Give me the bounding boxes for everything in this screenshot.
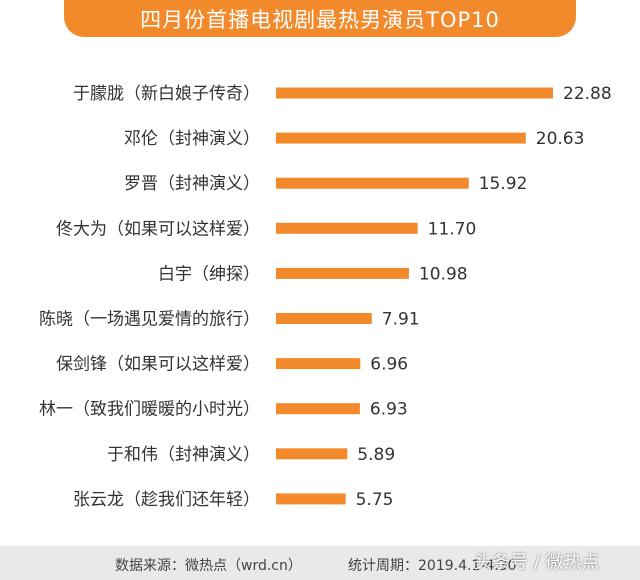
value-label: 5.89 [357, 445, 395, 465]
category-label: 于和伟（封神演义） [107, 445, 260, 465]
category-label: 张云龙（趁我们还年轻） [73, 490, 260, 510]
value-label: 11.70 [428, 219, 477, 239]
data-source-text: 数据来源：微热点（wrd.cn） [115, 558, 302, 574]
bar [276, 132, 526, 144]
category-label: 于朦胧（新白娘子传奇） [73, 84, 260, 104]
category-label: 陈晓（一场遇见爱情的旅行） [39, 310, 260, 330]
category-label: 罗晋（封神演义） [124, 174, 260, 194]
category-label: 佟大为（如果可以这样爱） [56, 219, 260, 239]
footer: 数据来源：微热点（wrd.cn） 统计周期：2019.4.1-4.30 [0, 546, 640, 580]
value-label: 15.92 [479, 174, 528, 194]
bar [276, 493, 346, 505]
bar [276, 222, 418, 234]
bar [276, 177, 469, 189]
bar [276, 87, 553, 99]
bar [276, 448, 348, 460]
bar [276, 358, 361, 370]
value-label: 7.91 [382, 310, 420, 330]
watermark: 头条号 / 微热点 [474, 552, 600, 573]
bar-chart: 于朦胧（新白娘子传奇） 22.88 邓伦（封神演义） 20.63 罗晋（封神演义） 15.… [39, 84, 612, 510]
bar [276, 267, 409, 279]
value-label: 5.75 [356, 490, 394, 510]
value-label: 20.63 [536, 129, 585, 149]
chart-title: 四月份首播电视剧最热男演员TOP10 [64, 0, 576, 37]
category-label: 白宇（绅探） [158, 264, 260, 284]
category-label: 保剑锋（如果可以这样爱） [56, 355, 260, 375]
bar [276, 403, 360, 415]
period-text: 统计周期：2019.4.1-4.30 [348, 558, 517, 574]
bar [276, 313, 372, 324]
value-label: 6.93 [370, 400, 408, 420]
value-label: 10.98 [419, 264, 468, 284]
value-label: 6.96 [370, 355, 408, 375]
value-label: 22.88 [563, 84, 612, 104]
category-label: 林一（致我们暖暖的小时光） [39, 400, 260, 420]
category-label: 邓伦（封神演义） [124, 129, 260, 149]
